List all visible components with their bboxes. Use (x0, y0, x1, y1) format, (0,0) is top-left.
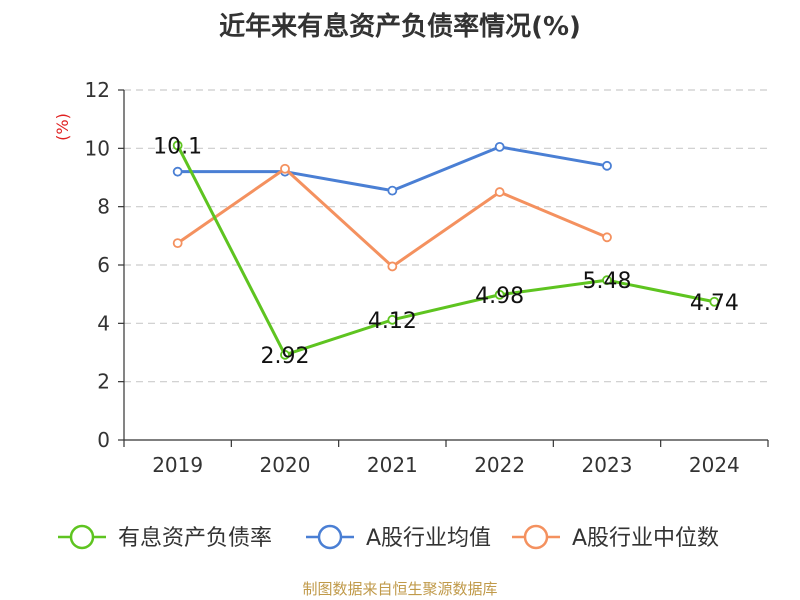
data-point-0-2022 (494, 289, 505, 300)
data-point-2-2020 (280, 163, 290, 174)
data-point-0-2021 (387, 314, 398, 325)
data-point-2-2022 (494, 187, 505, 197)
data-point-0-2020 (280, 349, 290, 360)
data-label-2023: 5.48 (583, 269, 632, 294)
source-footer: 制图数据来自恒生聚源数据库 (302, 580, 498, 598)
y-tick-label-4: 4 (97, 311, 110, 335)
x-tick-label-2020: 2020 (260, 453, 311, 477)
data-point-2-2023 (602, 232, 612, 243)
data-point-0-2024 (709, 296, 720, 307)
series-group: 10.1 2.92 4.12 4.98 5.48 4.74 (153, 134, 739, 368)
legend-item-1[interactable]: A股行业均值 (306, 524, 491, 551)
legend-item-2[interactable]: A股行业中位数 (512, 524, 719, 551)
data-point-0-2023 (602, 275, 612, 286)
x-tick-label-2024: 2024 (689, 453, 740, 477)
y-tick-label-0: 0 (97, 428, 110, 452)
grid-lines (124, 89, 768, 383)
data-point-1-2019 (172, 166, 183, 177)
data-label-2022: 4.98 (475, 284, 524, 309)
series-0: 10.1 2.92 4.12 4.98 5.48 4.74 (153, 134, 739, 368)
y-tick-label-10: 10 (85, 136, 110, 160)
data-label-2024: 4.74 (690, 291, 739, 316)
y-tick-label-6: 6 (97, 253, 110, 277)
legend-item-0[interactable]: 有息资产负债率 (58, 524, 272, 551)
legend-marker-2 (523, 524, 549, 550)
data-point-2-2021 (387, 261, 398, 272)
y-tick-label-2: 2 (97, 370, 110, 394)
series-line-2 (176, 167, 608, 268)
series-line-0 (176, 144, 715, 357)
y-tick-label-8: 8 (97, 195, 110, 219)
data-point-0-2019 (172, 140, 183, 151)
x-tick-label-2019: 2019 (152, 453, 203, 477)
y-axis-unit-label: (%) (53, 113, 72, 141)
data-point-2-2019 (172, 238, 183, 249)
data-point-1-2021 (387, 185, 398, 196)
legend-marker-1 (317, 524, 343, 550)
data-label-2020: 2.92 (261, 344, 310, 369)
x-tick-label-2023: 2023 (582, 453, 633, 477)
legend-label-0: 有息资产负债率 (118, 526, 272, 551)
data-point-1-2023 (602, 160, 612, 171)
data-point-1-2022 (494, 141, 505, 152)
series-line-1 (177, 145, 608, 193)
data-label-2021: 4.12 (368, 309, 417, 334)
series-2 (172, 163, 612, 272)
y-tick-label-12: 12 (85, 78, 110, 102)
legend-marker-0 (69, 524, 95, 550)
data-label-2019: 10.1 (153, 134, 202, 159)
legend-label-2: A股行业中位数 (572, 526, 719, 551)
legend[interactable]: 有息资产负债率 A股行业均值 A股行业中位数 (58, 524, 719, 551)
x-tick-label-2022: 2022 (474, 453, 525, 477)
x-tick-label-2021: 2021 (367, 453, 418, 477)
series-1 (172, 141, 612, 196)
chart-title: 近年来有息资产负债率情况(%) (219, 12, 581, 42)
legend-label-1: A股行业均值 (366, 526, 491, 551)
axes: 0 2 4 6 8 10 12 2019 2020 2021 2022 2023 2024 (85, 78, 769, 477)
